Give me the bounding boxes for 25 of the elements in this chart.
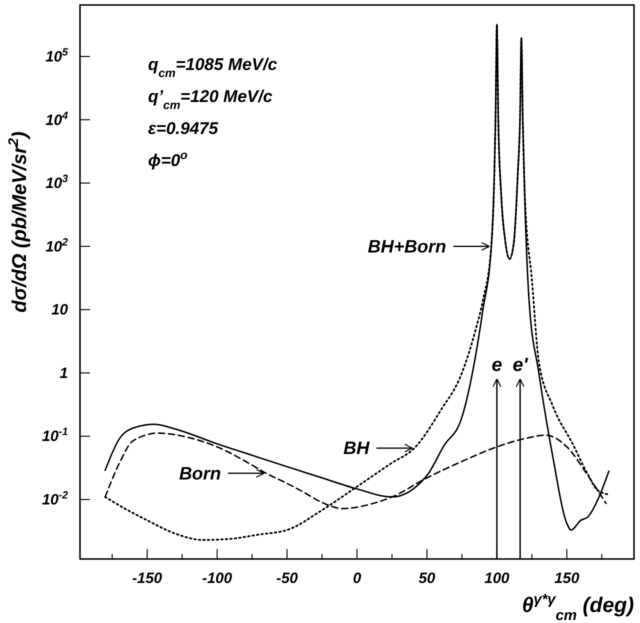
annotation: BH+Born	[368, 236, 446, 256]
y-tick-label: 10$^{-2}$	[42, 490, 68, 509]
x-axis-title: θ$^{γ*γ}$$_{cm}$ (deg)	[522, 592, 634, 623]
y-tick-label: 10	[51, 302, 69, 319]
x-tick-label: -100	[202, 570, 233, 587]
annotation: ϕ=0$^{o}$	[148, 148, 188, 170]
x-tick-label: 150	[554, 570, 580, 587]
annotation: ε=0.9475	[148, 119, 219, 138]
y-tick-label: 10$^{5}$	[45, 46, 68, 66]
y-tick-label: 10$^{2}$	[45, 236, 68, 256]
x-tick-label: -150	[132, 570, 163, 587]
y-tick-label: 10$^{3}$	[45, 173, 68, 192]
ref-line-label: e	[492, 354, 503, 376]
y-tick-label: 10$^{4}$	[45, 110, 68, 129]
annotation: q$_{cm}$=1085 MeV/c	[148, 55, 278, 80]
x-tick-label: -50	[276, 570, 299, 587]
x-tick-label: 50	[418, 570, 436, 587]
ref-line-label: e'	[512, 354, 530, 376]
y-tick-label: 1	[60, 364, 68, 382]
y-tick-label: 10$^{-1}$	[42, 426, 68, 446]
annotation: Born	[179, 463, 222, 484]
x-tick-label: 0	[352, 570, 362, 587]
annotation: BH	[343, 438, 370, 458]
annotation: q’$_{cm}$=120 MeV/c	[148, 87, 273, 112]
x-tick-label: 100	[484, 570, 510, 587]
